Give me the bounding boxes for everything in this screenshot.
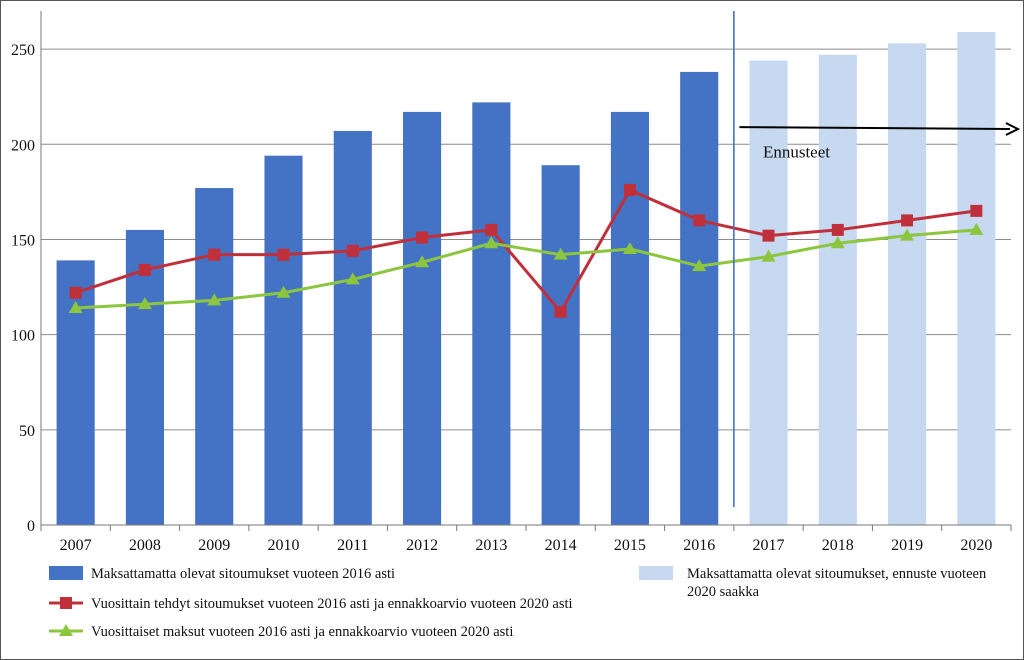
bar-2008 — [125, 229, 164, 526]
bar-2016 — [680, 71, 719, 525]
x-tick-label-2017: 2017 — [753, 537, 785, 554]
x-tick-label-2010: 2010 — [268, 537, 300, 554]
point-square-2013 — [485, 223, 498, 236]
bar-2020 — [957, 31, 996, 526]
point-triangle-2016 — [692, 259, 707, 272]
x-tick-label-2015: 2015 — [614, 537, 646, 554]
legend-swatch-2-marker — [60, 597, 72, 609]
point-triangle-2014 — [553, 247, 568, 260]
forecast-arrow-shaft — [739, 126, 1010, 131]
x-tick-label-2014: 2014 — [545, 537, 577, 554]
point-triangle-2010 — [276, 285, 291, 298]
point-square-2010 — [277, 248, 290, 261]
x-tick-label-2011: 2011 — [337, 537, 368, 554]
bar-2007 — [56, 260, 95, 525]
bar-2018 — [818, 54, 857, 525]
legend-swatch-3-marker — [59, 624, 73, 636]
legend-label-4-line-1: Maksattamatta olevat sitoumukset, ennust… — [687, 566, 987, 582]
point-square-2019 — [901, 214, 914, 227]
bar-2013 — [472, 102, 511, 525]
bar-2017 — [749, 60, 788, 525]
point-triangle-2020 — [969, 222, 984, 235]
forecast-annotation: Ennusteet — [733, 11, 1021, 507]
bar-2010 — [264, 155, 303, 525]
bar-2009 — [195, 188, 234, 526]
y-tick-label-100: 100 — [11, 328, 35, 345]
forecast-label: Ennusteet — [763, 143, 830, 162]
point-square-2015 — [623, 183, 636, 196]
x-tick-label-2020: 2020 — [960, 537, 992, 554]
x-tick-label-2018: 2018 — [822, 537, 854, 554]
x-tick-label-2008: 2008 — [129, 537, 161, 554]
point-square-2009 — [208, 248, 221, 261]
x-tick-label-2019: 2019 — [891, 537, 923, 554]
point-square-2008 — [138, 263, 151, 276]
line-square — [75, 188, 977, 314]
bar-series — [56, 31, 996, 526]
point-triangle-2013 — [484, 236, 499, 249]
x-tick-label-2016: 2016 — [683, 537, 715, 554]
point-square-2016 — [693, 214, 706, 227]
legend-swatch-1 — [49, 566, 83, 580]
point-triangle-2018 — [830, 236, 845, 249]
legend: Maksattamatta olevat sitoumukset vuoteen… — [49, 566, 987, 640]
bar-2012 — [403, 111, 442, 525]
point-triangle-2015 — [622, 241, 637, 254]
point-triangle-2009 — [207, 293, 222, 306]
point-triangle-2011 — [345, 272, 360, 285]
point-triangle-2017 — [761, 249, 776, 262]
y-tick-label-50: 50 — [19, 423, 35, 440]
x-tick-label-2009: 2009 — [198, 537, 230, 554]
x-tick-label-2013: 2013 — [475, 537, 507, 554]
point-triangle-2007 — [68, 300, 83, 313]
point-square-2017 — [762, 229, 775, 242]
bar-2011 — [333, 130, 372, 525]
forecast-arrow-head — [1005, 122, 1021, 136]
line-triangle — [75, 228, 977, 310]
point-triangle-2019 — [900, 228, 915, 241]
line-series — [68, 183, 984, 318]
y-tick-label-150: 150 — [11, 232, 35, 249]
point-square-2018 — [831, 223, 844, 236]
point-square-2020 — [970, 204, 983, 217]
point-triangle-2012 — [415, 255, 430, 268]
x-tick-label-2007: 2007 — [60, 537, 92, 554]
legend-swatch-4 — [639, 566, 673, 580]
point-square-2014 — [554, 305, 567, 318]
y-tick-label-250: 250 — [11, 42, 35, 59]
legend-label-3: Vuosittaiset maksut vuoteen 2016 asti ja… — [91, 624, 513, 640]
legend-label-2: Vuosittain tehdyt sitoumukset vuoteen 20… — [91, 596, 573, 612]
bar-2015 — [610, 111, 649, 525]
legend-label-4-line-2: 2020 saakka — [687, 584, 760, 600]
point-square-2012 — [416, 231, 429, 244]
point-square-2007 — [69, 286, 82, 299]
legend-label-1: Maksattamatta olevat sitoumukset vuoteen… — [91, 566, 395, 582]
x-tick-label-2012: 2012 — [406, 537, 438, 554]
y-tick-label-0: 0 — [27, 518, 35, 535]
bar-2014 — [541, 165, 580, 525]
bar-2019 — [888, 43, 927, 525]
axes: 0 50 100 150 200 250 2007 2008 2009 2010 2011 2012 2… — [11, 11, 1012, 554]
point-triangle-2008 — [137, 297, 152, 310]
point-square-2011 — [346, 244, 359, 257]
y-tick-label-200: 200 — [11, 137, 35, 154]
